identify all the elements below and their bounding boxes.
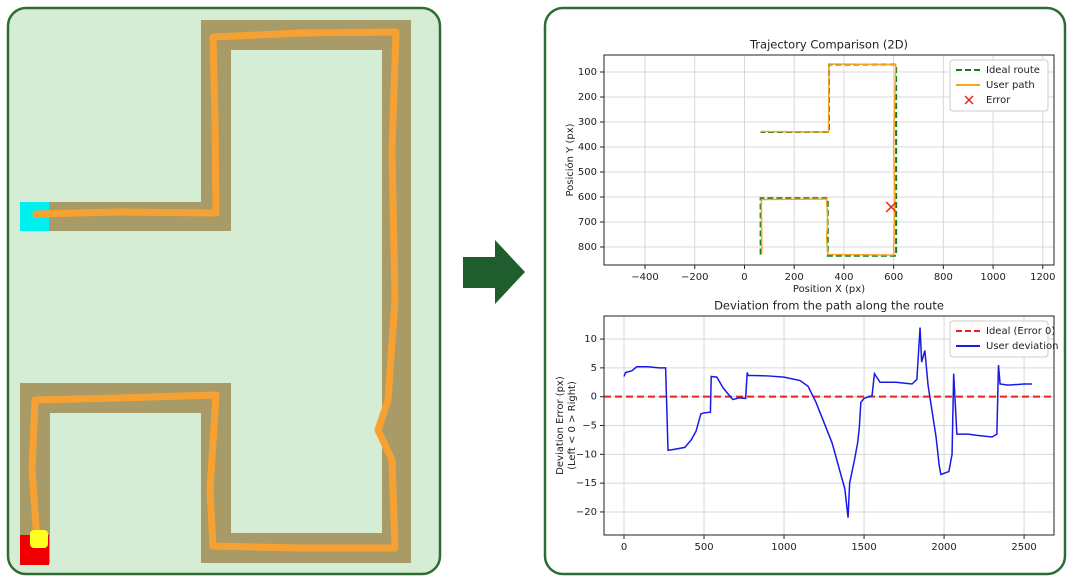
- legend-swatch: [964, 95, 974, 105]
- legend-box: [949, 59, 1049, 112]
- x-tick-label: 600: [884, 272, 903, 283]
- y-tick-label: 0: [591, 392, 597, 403]
- x-tick-label: 800: [934, 272, 953, 283]
- y-tick-label: 300: [578, 117, 597, 128]
- x-tick-label: 200: [785, 272, 804, 283]
- x-tick-label: 2000: [931, 542, 956, 553]
- y-tick-label: −20: [576, 507, 597, 518]
- y-tick-label: −10: [576, 449, 597, 460]
- x-tick-label: 500: [694, 542, 713, 553]
- y-tick-label: −5: [582, 421, 597, 432]
- axes-frame: [603, 315, 1055, 536]
- x-tick-label: 2500: [1011, 542, 1036, 553]
- x-tick-label: −400: [631, 272, 658, 283]
- legend-label: Ideal route: [986, 65, 1040, 76]
- axes-frame: [603, 54, 1055, 266]
- x-tick-label: 1000: [980, 272, 1005, 283]
- error-marker: [885, 201, 897, 213]
- chart-title: Trajectory Comparison (2D): [749, 38, 908, 52]
- y-tick-label: 800: [578, 242, 597, 253]
- series-line: [623, 327, 1033, 518]
- y-axis-label: Posición Y (px): [564, 123, 576, 196]
- y-axis-label: (Left < 0 > Right): [567, 381, 578, 470]
- y-tick-label: 700: [578, 217, 597, 228]
- maze-panel: [6, 6, 442, 576]
- legend-label: User deviation: [986, 341, 1058, 352]
- chart-title: Deviation from the path along the route: [714, 299, 944, 313]
- x-tick-label: 1000: [771, 542, 796, 553]
- x-tick-label: 1500: [851, 542, 876, 553]
- y-tick-label: −15: [576, 478, 597, 489]
- x-tick-label: 0: [621, 542, 627, 553]
- x-tick-label: 0: [741, 272, 747, 283]
- y-tick-label: 5: [591, 363, 597, 374]
- user-drawn-path: [28, 28, 400, 552]
- charts: Trajectory Comparison (2D)−400 −200 0 200 40…: [555, 38, 1058, 554]
- y-tick-label: 600: [578, 192, 597, 203]
- cursor-marker: [30, 530, 48, 548]
- y-tick-label: 500: [578, 167, 597, 178]
- y-tick-label: 200: [578, 92, 597, 103]
- x-tick-label: 1200: [1030, 272, 1055, 283]
- legend-label: Ideal (Error 0): [986, 326, 1055, 337]
- x-tick-label: 400: [834, 272, 853, 283]
- x-tick-label: −200: [681, 272, 708, 283]
- y-tick-label: 400: [578, 142, 597, 153]
- x-axis-label: Position X (px): [793, 284, 865, 295]
- legend-label: Error: [986, 95, 1011, 106]
- y-tick-label: 10: [584, 334, 597, 345]
- arrow: [463, 240, 525, 304]
- series-line: [760, 63, 897, 256]
- legend-label: User path: [986, 80, 1035, 91]
- y-axis-label: Deviation Error (px): [555, 376, 566, 475]
- y-tick-label: 100: [578, 67, 597, 78]
